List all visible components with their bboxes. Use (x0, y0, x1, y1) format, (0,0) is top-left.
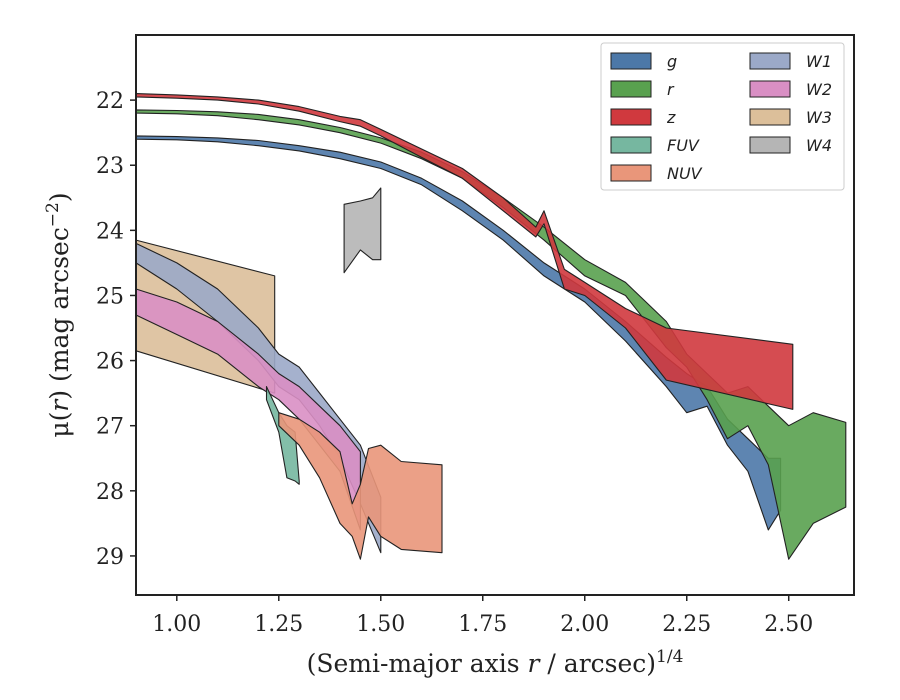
legend-label-w1: W1 (806, 52, 832, 71)
y-axis-label: μ(r) (mag arcsec−2) (43, 192, 74, 437)
legend-label-w2: W2 (806, 80, 832, 99)
legend-swatch-fuv (610, 136, 652, 154)
band-z (135, 93, 794, 410)
plot-frame (135, 34, 855, 596)
x-tick-label: 1.25 (254, 612, 303, 637)
legend-swatch-z (610, 108, 652, 126)
band-w4 (343, 187, 382, 274)
x-tick-label: 1.50 (356, 612, 405, 637)
x-tick-label: 2.25 (662, 612, 711, 637)
legend-swatch-w4 (749, 136, 791, 154)
y-tick-label: 29 (96, 545, 124, 570)
y-tick-label: 27 (96, 415, 124, 440)
y-tick-label: 23 (96, 154, 124, 179)
x-tick-label: 1.75 (458, 612, 507, 637)
legend: grz FUV NUV W1 W2 W3 W4 (600, 42, 845, 191)
y-axis-ticks: 22 23 24 25 26 27 28 29 (96, 89, 136, 570)
x-axis-label: (Semi-major axis r / arcsec)1/4 (307, 647, 684, 678)
y-tick-label: 24 (96, 219, 124, 244)
legend-swatch-w3 (749, 108, 791, 126)
legend-label-w3: W3 (806, 108, 832, 127)
legend-label-g: g (667, 52, 677, 71)
series-bands (135, 93, 847, 560)
y-tick-label: 28 (96, 480, 124, 505)
legend-label-w4: W4 (806, 136, 832, 155)
x-tick-label: 2.00 (560, 612, 609, 637)
x-tick-label: 1.00 (152, 612, 201, 637)
legend-swatch-w2 (749, 80, 791, 98)
legend-swatch-r (610, 80, 652, 98)
legend-label-r: r (667, 80, 675, 99)
legend-label-z: z (666, 108, 676, 127)
y-tick-label: 25 (96, 284, 124, 309)
x-tick-label: 2.50 (764, 612, 813, 637)
y-tick-label: 22 (96, 89, 124, 114)
legend-label-nuv: NUV (667, 164, 703, 183)
legend-label-fuv: FUV (667, 136, 700, 155)
legend-swatch-g (610, 52, 652, 70)
legend-swatch-nuv (610, 164, 652, 182)
band-nuv (278, 412, 443, 560)
x-axis-ticks: 1.00 1.25 1.50 1.75 2.00 2.25 2.50 (152, 595, 813, 637)
y-tick-label: 26 (96, 350, 124, 375)
legend-swatch-w1 (749, 52, 791, 70)
